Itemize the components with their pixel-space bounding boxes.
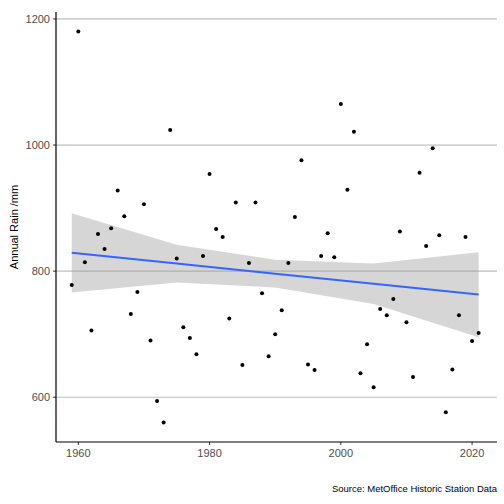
point (391, 297, 395, 301)
axis-title: Annual Rain /mm (8, 185, 20, 269)
point (313, 368, 317, 372)
x-axis (56, 441, 497, 442)
point (227, 316, 231, 320)
point (168, 128, 172, 132)
point (319, 254, 323, 258)
point (470, 339, 474, 343)
point (214, 227, 218, 231)
point (431, 146, 435, 150)
point (352, 130, 356, 134)
tick-label: 2000 (329, 447, 353, 459)
point (404, 320, 408, 324)
point (385, 313, 389, 317)
point (122, 214, 126, 218)
point (418, 171, 422, 175)
trend-line (72, 253, 479, 295)
chart: 600 800 1000 1200 1960 1980 2000 2020 Annual Rai… (0, 0, 504, 504)
confidence-band (72, 213, 479, 337)
tick-label: 2020 (460, 447, 484, 459)
point (240, 363, 244, 367)
point (464, 235, 468, 239)
tick-label: 1000 (26, 139, 50, 151)
point (221, 235, 225, 239)
point (83, 260, 87, 264)
point (142, 202, 146, 206)
point (267, 354, 271, 358)
point (345, 188, 349, 192)
point (70, 283, 74, 287)
point (286, 261, 290, 265)
point (332, 255, 336, 259)
point (293, 215, 297, 219)
point (339, 102, 343, 106)
tick-label: 600 (32, 391, 50, 403)
point (89, 328, 93, 332)
point (254, 200, 258, 204)
point (444, 410, 448, 414)
point (398, 229, 402, 233)
point (181, 325, 185, 329)
point (109, 226, 113, 230)
tick-label: 1200 (26, 13, 50, 25)
grid-line (56, 397, 497, 398)
point (450, 367, 454, 371)
tick-label: 800 (32, 265, 50, 277)
point (103, 247, 107, 251)
point (155, 399, 159, 403)
point (260, 291, 264, 295)
plot-area (70, 30, 481, 425)
point (477, 331, 481, 335)
point (437, 233, 441, 237)
point (372, 385, 376, 389)
point (299, 158, 303, 162)
point (76, 30, 80, 34)
point (280, 308, 284, 312)
background (0, 0, 504, 504)
point (96, 232, 100, 236)
tick-label: 1960 (66, 447, 90, 459)
point (457, 313, 461, 317)
point (234, 200, 238, 204)
point (149, 338, 153, 342)
grid-line (56, 144, 497, 145)
point (306, 362, 310, 366)
point (162, 420, 166, 424)
point (326, 231, 330, 235)
point (135, 290, 139, 294)
point (378, 307, 382, 311)
caption: Source: MetOffice Historic Station Data (332, 483, 498, 494)
point (273, 332, 277, 336)
tick-label: 1980 (197, 447, 221, 459)
point (201, 254, 205, 258)
point (247, 261, 251, 265)
point (188, 336, 192, 340)
grid-line (56, 18, 497, 19)
point (194, 352, 198, 356)
point (129, 312, 133, 316)
point (116, 188, 120, 192)
point (365, 342, 369, 346)
point (208, 172, 212, 176)
point (411, 375, 415, 379)
point (424, 244, 428, 248)
point (175, 257, 179, 261)
y-axis (55, 12, 56, 442)
point (359, 371, 363, 375)
